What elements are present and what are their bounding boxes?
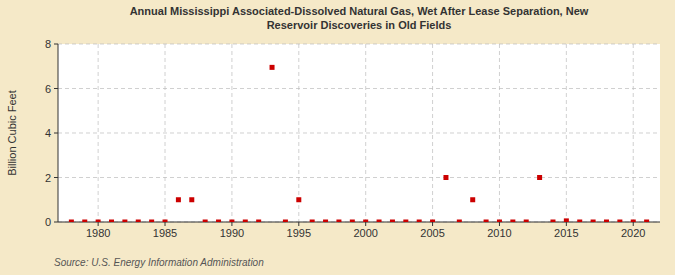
point: [203, 220, 208, 223]
x-tick: [365, 222, 366, 226]
y-tick: [54, 177, 58, 178]
y-tick: [54, 44, 58, 45]
x-tick: [432, 222, 433, 226]
point: [631, 220, 636, 223]
title: Annual Mississippi Associated-Dissolved …: [130, 5, 589, 31]
grid: [58, 44, 660, 222]
x-tick-label: 2000: [353, 227, 377, 239]
y-tick: [54, 222, 58, 223]
x-grid-line: [566, 44, 567, 222]
point: [323, 220, 328, 223]
point: [350, 220, 355, 223]
y-axis-label: Billion Cubic Feet: [6, 90, 18, 176]
source-note: Source: U.S. Energy Information Administ…: [54, 257, 264, 268]
y-grid-line: [58, 88, 660, 89]
point: [591, 220, 596, 223]
point: [403, 220, 408, 223]
x-axis-line: [58, 222, 660, 223]
y-tick-label: 0: [45, 216, 51, 228]
point: [122, 220, 127, 223]
point: [96, 220, 101, 223]
point: [243, 220, 248, 223]
point: [644, 220, 649, 223]
point: [216, 220, 221, 223]
point: [457, 220, 462, 223]
point: [363, 220, 368, 223]
x-tick-label: 1985: [153, 227, 177, 239]
point: [470, 197, 475, 202]
y-grid-line: [58, 222, 660, 223]
y-grid-line: [58, 44, 660, 45]
point: [497, 220, 502, 223]
point: [310, 220, 315, 223]
point: [577, 220, 582, 223]
x-tick: [298, 222, 299, 226]
point: [163, 220, 168, 223]
point: [229, 220, 234, 223]
point: [69, 220, 74, 223]
point: [524, 220, 529, 223]
point: [417, 220, 422, 223]
y-tick-label: 6: [45, 83, 51, 95]
background: [0, 0, 675, 275]
x-tick: [633, 222, 634, 226]
x-tick: [499, 222, 500, 226]
y-tick: [54, 88, 58, 89]
point: [109, 220, 114, 223]
point: [149, 220, 154, 223]
y-tick-label: 4: [45, 127, 51, 139]
y-tick: [54, 133, 58, 134]
point: [189, 197, 194, 202]
point: [283, 220, 288, 223]
point: [270, 65, 275, 70]
point: [336, 220, 341, 223]
x-tick-label: 1995: [287, 227, 311, 239]
x-grid-line: [98, 44, 99, 222]
point: [484, 220, 489, 223]
x-tick: [566, 222, 567, 226]
x-tick: [231, 222, 232, 226]
point: [176, 197, 181, 202]
x-tick-label: 2020: [621, 227, 645, 239]
points: [69, 65, 649, 222]
y-grid-line: [58, 177, 660, 178]
point: [136, 220, 141, 223]
x-tick-label: 2005: [420, 227, 444, 239]
y-grid-line: [58, 133, 660, 134]
x-tick-label: 1990: [220, 227, 244, 239]
x-tick: [98, 222, 99, 226]
point: [550, 220, 555, 223]
plot-area: [58, 44, 660, 222]
x-tick-label: 1980: [86, 227, 110, 239]
x-tick-label: 2010: [487, 227, 511, 239]
point: [537, 175, 542, 180]
x-tick: [165, 222, 166, 226]
chart: 1980 1985 1990 1995 2000 2005 2010 2015 2020 0 2 4 6…: [0, 0, 675, 275]
point: [510, 220, 515, 223]
y-tick-label: 8: [45, 38, 51, 50]
point: [256, 220, 261, 223]
point: [377, 220, 382, 223]
point: [617, 220, 622, 223]
point: [82, 220, 87, 223]
x-tick-label: 2015: [554, 227, 578, 239]
y-tick-label: 2: [45, 172, 51, 184]
point: [430, 220, 435, 223]
point: [296, 197, 301, 202]
point: [564, 218, 569, 222]
point: [390, 220, 395, 223]
point: [604, 220, 609, 223]
x-grid-line: [231, 44, 232, 222]
point: [443, 175, 448, 180]
